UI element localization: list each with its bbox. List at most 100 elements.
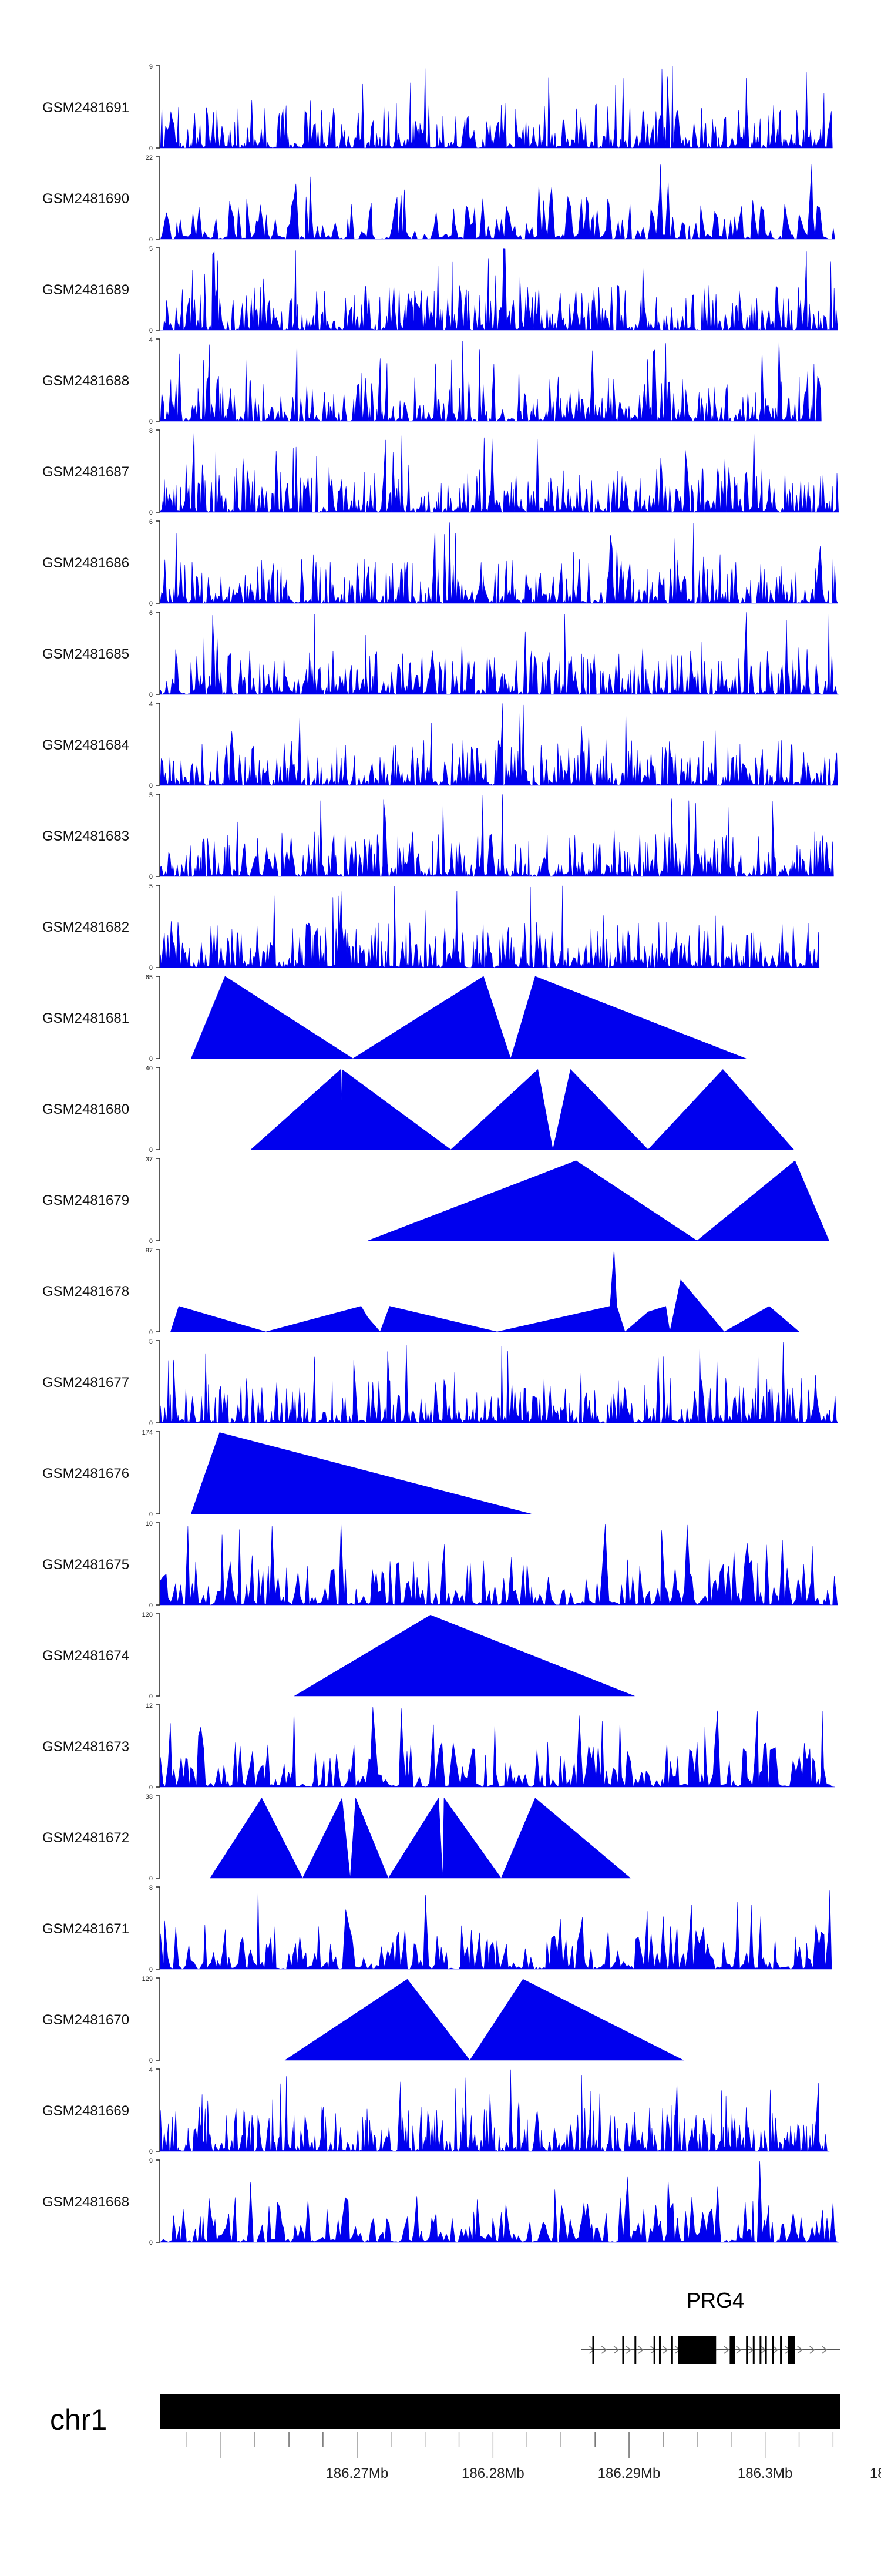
y-min-label: 0 [149, 874, 153, 881]
signal-area [160, 66, 833, 149]
track-GSM2481668: GSM2481668 9 0 [42, 2158, 839, 2246]
track-GSM2481677: GSM2481677 5 0 [42, 1338, 838, 1427]
track-label: GSM2481670 [42, 2012, 129, 2028]
x-tick-label: 186.3Mb [738, 2466, 792, 2481]
strand-arrow [626, 2346, 632, 2354]
track-label: GSM2481672 [42, 1830, 129, 1846]
gene-label: PRG4 [687, 2288, 744, 2312]
track-GSM2481676: GSM2481676 174 0 [42, 1429, 532, 1518]
y-max-label: 9 [149, 2158, 153, 2165]
track-GSM2481673: GSM2481673 12 0 [42, 1702, 835, 1791]
y-max-label: 87 [146, 1247, 153, 1254]
y-min-label: 0 [149, 236, 153, 243]
y-max-label: 5 [149, 792, 153, 799]
strand-arrow [724, 2346, 730, 2354]
y-min-label: 0 [149, 2148, 153, 2155]
track-label: GSM2481679 [42, 1193, 129, 1208]
gene-exon [729, 2336, 735, 2364]
strand-arrow [772, 2346, 779, 2354]
track-label: GSM2481673 [42, 1739, 129, 1755]
signal-area [160, 340, 822, 422]
gene-exon [759, 2336, 762, 2364]
gene-exon [780, 2336, 782, 2364]
track-GSM2481671: GSM2481671 8 0 [42, 1885, 832, 1973]
track-GSM2481674: GSM2481674 120 0 [42, 1611, 635, 1700]
y-min-label: 0 [149, 509, 153, 516]
strand-arrow [650, 2346, 656, 2354]
track-GSM2481679: GSM2481679 37 0 [42, 1156, 829, 1245]
y-min-label: 0 [149, 1784, 153, 1791]
y-min-label: 0 [149, 1875, 153, 1882]
y-min-label: 0 [149, 327, 153, 334]
track-GSM2481683: GSM2481683 5 0 [42, 792, 834, 881]
strand-arrow [638, 2346, 644, 2354]
y-max-label: 9 [149, 63, 153, 70]
y-min-label: 0 [149, 965, 153, 972]
signal-area [284, 1979, 684, 2061]
signal-area [160, 885, 820, 968]
y-max-label: 4 [149, 2067, 153, 2074]
signal-area [191, 976, 747, 1059]
signal-area [160, 1889, 832, 1970]
y-max-label: 4 [149, 337, 153, 344]
track-GSM2481678: GSM2481678 87 0 [42, 1247, 799, 1336]
strand-arrow [736, 2346, 742, 2354]
x-tick-label: 186.31Mb [870, 2466, 881, 2481]
signal-area [160, 164, 835, 240]
track-GSM2481685: GSM2481685 6 0 [42, 610, 839, 698]
track-label: GSM2481675 [42, 1557, 129, 1573]
data-tracks: GSM248169190GSM2481690220GSM248168950GSM… [42, 63, 839, 2246]
track-GSM2481691: GSM2481691 9 0 [42, 63, 833, 152]
gene-exon [634, 2336, 637, 2364]
y-max-label: 129 [142, 1976, 153, 1983]
gene-exon [678, 2336, 717, 2364]
gene-exon [772, 2336, 774, 2364]
y-max-label: 10 [146, 1520, 153, 1527]
gene-exon [788, 2336, 795, 2364]
gene-exon [653, 2336, 655, 2364]
track-label: GSM2481687 [42, 464, 129, 480]
y-max-label: 120 [142, 1611, 153, 1618]
track-label: GSM2481690 [42, 191, 129, 207]
track-label: GSM2481668 [42, 2194, 129, 2210]
track-label: GSM2481691 [42, 100, 129, 116]
track-GSM2481684: GSM2481684 4 0 [42, 701, 838, 790]
track-label: GSM2481674 [42, 1648, 129, 1664]
strand-arrow [797, 2346, 803, 2354]
signal-area [160, 1523, 838, 1606]
y-max-label: 40 [146, 1065, 153, 1072]
track-GSM2481669: GSM2481669 4 0 [42, 2067, 830, 2155]
gene-exon [658, 2336, 661, 2364]
signal-area [210, 1798, 631, 1879]
y-max-label: 5 [149, 1338, 153, 1345]
y-min-label: 0 [149, 1420, 153, 1427]
y-min-label: 0 [149, 1693, 153, 1700]
y-max-label: 6 [149, 519, 153, 526]
strand-arrow [663, 2346, 668, 2354]
y-min-label: 0 [149, 691, 153, 698]
y-min-label: 0 [149, 1238, 153, 1245]
track-label: GSM2481682 [42, 919, 129, 935]
signal-area [160, 794, 834, 877]
y-min-label: 0 [149, 1966, 153, 1973]
signal-area [160, 1342, 838, 1423]
track-GSM2481681: GSM2481681 65 0 [42, 974, 747, 1063]
track-GSM2481682: GSM2481682 5 0 [42, 883, 820, 972]
y-max-label: 8 [149, 428, 153, 435]
y-max-label: 38 [146, 1794, 153, 1801]
y-max-label: 8 [149, 1885, 153, 1892]
track-label: GSM2481688 [42, 373, 129, 389]
y-max-label: 37 [146, 1156, 153, 1163]
y-min-label: 0 [149, 1602, 153, 1609]
x-tick-label: 186.29Mb [598, 2466, 661, 2481]
signal-area [250, 1069, 794, 1150]
track-label: GSM2481671 [42, 1921, 129, 1937]
chromosome-ideogram: chr1 [50, 2394, 840, 2436]
track-GSM2481672: GSM2481672 38 0 [42, 1794, 631, 1882]
y-max-label: 5 [149, 246, 153, 253]
track-label: GSM2481686 [42, 555, 129, 571]
track-label: GSM2481677 [42, 1375, 129, 1391]
y-min-label: 0 [149, 1511, 153, 1518]
strand-arrow [589, 2346, 595, 2354]
